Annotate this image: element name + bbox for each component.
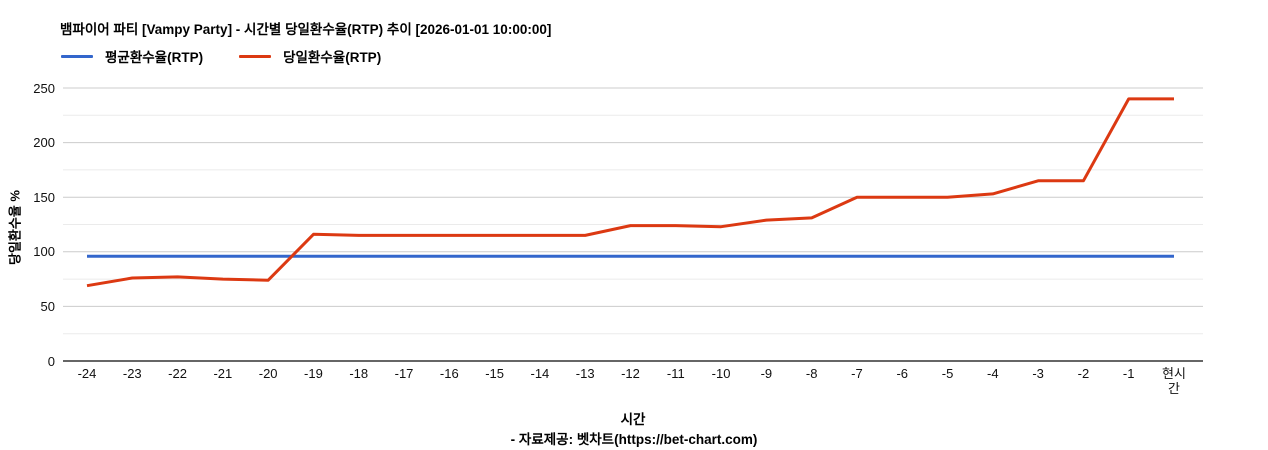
x-tick-label: -15 [485, 366, 505, 381]
x-tick-label: -6 [896, 366, 909, 381]
x-tick-label: -20 [258, 366, 278, 381]
x-axis-title: 시간 [620, 412, 646, 427]
y-tick-label: 250 [33, 80, 55, 96]
x-tick-label: -10 [711, 366, 731, 381]
x-tick-label: -3 [1032, 366, 1044, 381]
x-tick-label: -16 [439, 366, 459, 381]
x-tick-label: 현시간 [1162, 366, 1186, 396]
chart-legend: 평균환수율(RTP) 당일환수율(RTP) [61, 46, 381, 66]
x-tick-label: -18 [349, 366, 369, 381]
x-tick-label: -19 [304, 366, 323, 381]
y-tick-label: 50 [40, 298, 55, 314]
x-tick-label: -4 [987, 366, 999, 381]
x-tick-label: -24 [77, 366, 97, 381]
x-tick-label: -12 [621, 366, 640, 381]
x-tick-label: -22 [168, 366, 187, 381]
chart-title: 뱀파이어 파티 [Vampy Party] - 시간별 당일환수율(RTP) 추… [60, 22, 552, 37]
x-tick-label: -13 [575, 366, 595, 381]
series-line-daily-rtp [86, 97, 1174, 288]
legend-label-daily-rtp: 당일환수율(RTP) [283, 50, 382, 65]
x-tick-label: -5 [941, 366, 954, 381]
y-tick-label: 150 [33, 189, 55, 205]
y-tick-label: 200 [33, 135, 55, 151]
x-tick-label: -17 [394, 366, 414, 381]
x-tick-label: -14 [530, 366, 550, 381]
y-tick-label: 0 [47, 353, 55, 369]
legend-item-daily-rtp: 당일환수율(RTP) [239, 46, 381, 66]
x-tick-label: -1 [1122, 366, 1135, 381]
daily-line-swatch-icon [239, 54, 272, 58]
x-tick-label: -21 [213, 366, 233, 381]
y-axis-title: 당일환수율 % [7, 190, 23, 265]
x-tick-label: -7 [851, 366, 863, 381]
average-line-swatch-icon [61, 54, 93, 58]
legend-item-average-rtp: 평균환수율(RTP) [61, 46, 203, 66]
legend-label-average-rtp: 평균환수율(RTP) [105, 50, 204, 65]
x-tick-label: -11 [666, 366, 685, 381]
x-tick-label: -9 [760, 366, 773, 381]
x-tick-label: -8 [805, 366, 818, 381]
y-tick-label: 100 [33, 244, 55, 260]
data-source-footer: - 자료제공: 벳차트(https://bet-chart.com) [510, 432, 758, 447]
x-tick-label: -2 [1077, 366, 1090, 381]
x-tick-label: -23 [122, 366, 142, 381]
